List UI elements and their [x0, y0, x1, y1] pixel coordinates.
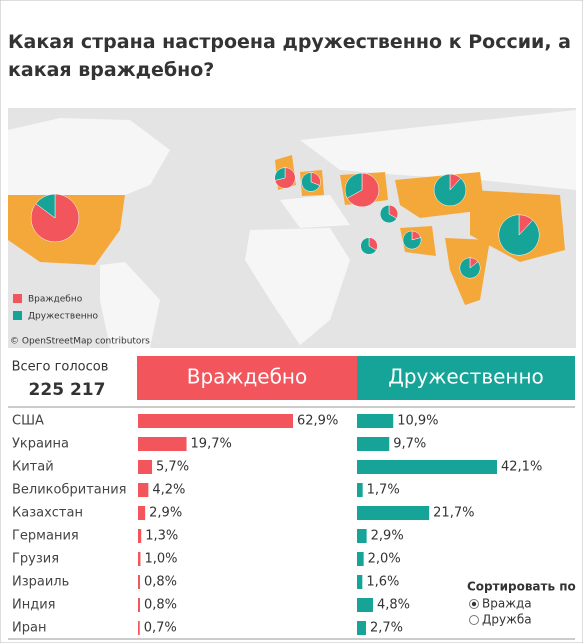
bar — [138, 598, 140, 612]
legend-swatch — [13, 294, 22, 303]
value-label: 1,7% — [367, 483, 400, 498]
pie-slice — [274, 167, 286, 181]
map: Враждебно Дружественно © OpenStreetMap c… — [8, 108, 576, 348]
value-label: 9,7% — [393, 437, 426, 452]
pie-slice — [35, 193, 56, 219]
value-label: 10,9% — [397, 414, 438, 429]
row-label: Индия — [12, 598, 55, 613]
land — [245, 228, 350, 345]
value-label: 19,7% — [191, 437, 232, 452]
bar — [357, 621, 366, 635]
bar — [138, 506, 146, 520]
land — [300, 110, 576, 190]
pie-slice — [498, 214, 540, 256]
value-label: 2,9% — [371, 529, 404, 544]
pie-slice — [459, 257, 481, 279]
value-label: 2,0% — [368, 552, 401, 567]
land — [100, 262, 160, 348]
land — [8, 118, 170, 195]
bar — [357, 598, 373, 612]
value-label: 5,7% — [156, 460, 189, 475]
value-label: 62,9% — [297, 414, 338, 429]
pie-slice — [344, 172, 363, 199]
radio-dot[interactable] — [471, 601, 477, 607]
pie-slice — [379, 204, 397, 224]
bar — [357, 437, 390, 451]
bar — [138, 460, 153, 474]
row-label: Грузия — [12, 552, 59, 567]
bar — [357, 414, 394, 428]
value-label: 4,8% — [377, 598, 410, 613]
pie-slice — [346, 172, 380, 208]
radio-label[interactable]: Дружба — [482, 613, 532, 627]
row-label: Израиль — [12, 575, 69, 590]
sort-label: Сортировать по — [467, 580, 576, 594]
value-label: 4,2% — [152, 483, 185, 498]
legend-label: Дружественно — [28, 312, 99, 322]
chart-title: Какая страна настроена дружественно к Ро… — [8, 31, 571, 81]
value-label: 1,6% — [366, 575, 399, 590]
bar — [357, 529, 367, 543]
row-label: США — [12, 414, 44, 429]
row-label: Казахстан — [12, 506, 83, 521]
bar — [138, 437, 187, 451]
bar — [138, 575, 140, 589]
radio[interactable] — [469, 615, 479, 625]
total-value: 225 217 — [29, 380, 106, 400]
bar — [357, 483, 363, 497]
value-label: 0,7% — [144, 621, 177, 636]
bar — [138, 483, 149, 497]
value-label: 0,8% — [144, 598, 177, 613]
pie-slice — [402, 230, 422, 250]
bar — [138, 529, 142, 543]
pie-slice — [301, 172, 321, 192]
value-label: 0,8% — [144, 575, 177, 590]
row-label: Иран — [12, 621, 46, 636]
title-box: Какая страна настроена дружественно к Ро… — [8, 31, 571, 81]
series-header-label: Дружественно — [388, 365, 544, 389]
pie-slice — [360, 237, 377, 255]
row-label: Германия — [12, 529, 79, 544]
value-label: 1,3% — [145, 529, 178, 544]
row-label: Украина — [12, 437, 69, 452]
total-label: Всего голосов — [12, 360, 109, 375]
value-label: 21,7% — [433, 506, 474, 521]
land — [280, 195, 350, 228]
bar — [357, 575, 363, 589]
bar — [357, 552, 364, 566]
series-header — [137, 356, 357, 400]
pie-slice — [433, 173, 467, 207]
value-label: 2,9% — [149, 506, 182, 521]
series-header-label: Враждебно — [187, 365, 307, 389]
legend-swatch — [13, 311, 22, 320]
radio-label[interactable]: Вражда — [482, 597, 532, 611]
map-attribution: © OpenStreetMap contributors — [10, 337, 150, 347]
row-label: Великобритания — [12, 483, 127, 498]
value-label: 2,7% — [370, 621, 403, 636]
series-header — [357, 356, 575, 400]
bar — [138, 621, 140, 635]
legend-label: Враждебно — [28, 295, 83, 305]
bar — [357, 506, 430, 520]
bar — [357, 460, 497, 474]
bar — [138, 552, 141, 566]
bar — [138, 414, 293, 428]
value-label: 1,0% — [144, 552, 177, 567]
row-label: Китай — [12, 460, 54, 475]
value-label: 42,1% — [501, 460, 542, 475]
